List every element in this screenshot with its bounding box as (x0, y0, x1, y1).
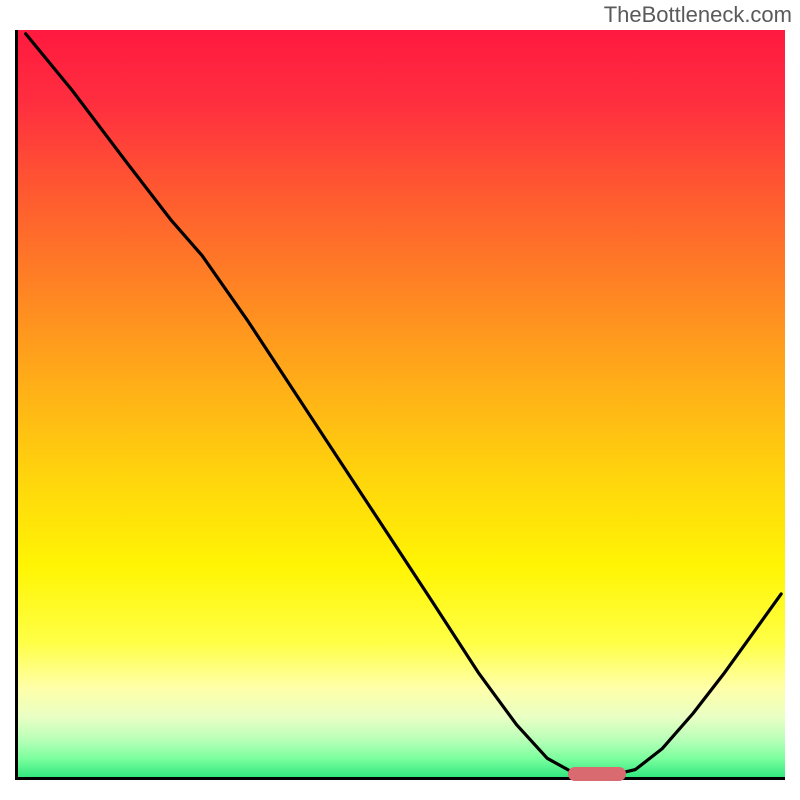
optimal-marker (568, 767, 626, 781)
bottleneck-chart (15, 30, 785, 780)
bottleneck-curve (18, 30, 785, 777)
watermark-text: TheBottleneck.com (604, 2, 792, 28)
